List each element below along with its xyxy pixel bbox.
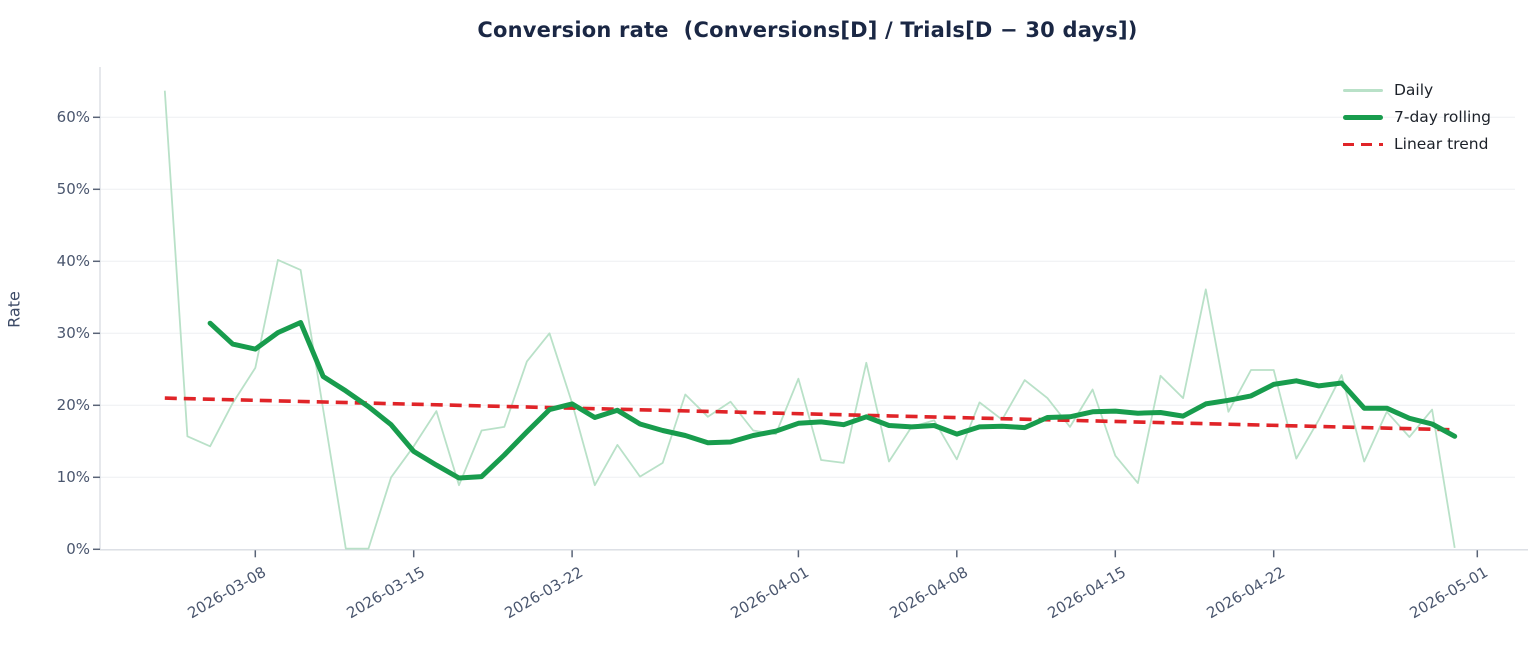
y-tick-label: 50% — [56, 180, 90, 199]
chart-title: Conversion rate (Conversions[D] / Trials… — [477, 18, 1138, 42]
trend-line-swatch-icon — [1343, 142, 1383, 147]
rolling-line-swatch-icon — [1343, 114, 1383, 121]
legend-item-rolling: 7-day rolling — [1343, 109, 1491, 126]
legend-label-rolling: 7-day rolling — [1394, 108, 1491, 126]
y-tick-label: 10% — [56, 468, 90, 487]
y-tick-label: 40% — [56, 252, 90, 271]
legend-label-trend: Linear trend — [1394, 135, 1489, 153]
legend-item-trend: Linear trend — [1343, 136, 1491, 153]
y-tick-label: 20% — [56, 396, 90, 415]
daily-line — [163, 90, 1456, 550]
daily-line-swatch-icon — [1343, 89, 1383, 92]
legend: Daily 7-day rolling Linear trend — [1343, 82, 1491, 153]
legend-item-daily: Daily — [1343, 82, 1491, 99]
legend-label-daily: Daily — [1394, 81, 1434, 99]
rolling-line — [207, 320, 1458, 481]
trend-line — [164, 396, 1455, 432]
y-tick-label: 0% — [66, 540, 90, 559]
y-tick-label: 30% — [56, 324, 90, 343]
y-tick-label: 60% — [56, 108, 90, 127]
